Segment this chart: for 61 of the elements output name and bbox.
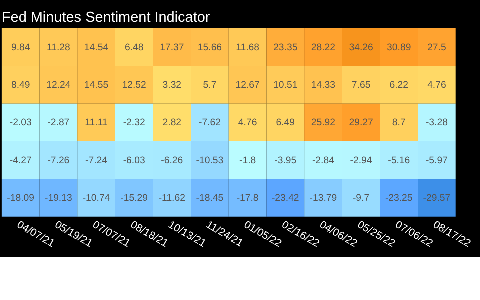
data-label: -11.62 <box>158 192 186 204</box>
data-label: -7.26 <box>48 155 70 166</box>
data-label: 23.35 <box>274 42 298 54</box>
data-label: 3.32 <box>162 80 182 91</box>
data-label: 6.48 <box>124 42 144 54</box>
data-label: -3.28 <box>426 118 448 129</box>
data-label: 11.68 <box>236 42 260 54</box>
data-label: -6.26 <box>161 155 184 166</box>
data-label: -23.25 <box>385 192 413 204</box>
data-label: -18.45 <box>196 192 224 204</box>
data-label: 28.22 <box>311 42 336 54</box>
data-label: 12.52 <box>122 80 146 91</box>
data-label: -6.03 <box>123 155 146 166</box>
data-label: 4.76 <box>428 80 446 91</box>
data-label: -2.03 <box>10 118 32 129</box>
data-label: -2.32 <box>123 118 146 129</box>
data-label: 27.5 <box>428 42 446 54</box>
data-label: 34.26 <box>349 42 374 54</box>
data-label: -2.94 <box>350 155 373 166</box>
data-label: 15.66 <box>198 42 222 54</box>
data-label: -15.29 <box>120 192 148 204</box>
data-label: 10.51 <box>274 80 298 91</box>
data-label: -9.7 <box>352 192 370 204</box>
data-label: -13.79 <box>310 192 338 204</box>
data-label: -5.97 <box>426 155 448 166</box>
data-label: -18.09 <box>7 192 35 204</box>
data-label: -3.95 <box>274 155 297 166</box>
data-label: 25.92 <box>311 118 336 129</box>
data-label: -2.84 <box>312 155 336 166</box>
data-label: 17.37 <box>160 42 184 54</box>
data-label: -7.62 <box>198 118 221 129</box>
data-label: -2.87 <box>48 118 70 129</box>
data-label: 11.28 <box>46 42 70 54</box>
data-label: 11.11 <box>85 118 108 129</box>
data-label: -5.16 <box>388 155 410 166</box>
data-label: -29.57 <box>423 192 451 204</box>
data-label: -1.8 <box>239 155 256 166</box>
data-label: 7.65 <box>352 80 371 91</box>
data-label: 12.67 <box>236 80 260 91</box>
data-label: 14.54 <box>84 42 110 54</box>
data-label: -4.27 <box>10 155 32 166</box>
data-label: 8.49 <box>11 80 30 91</box>
data-label: 2.82 <box>162 118 182 129</box>
data-label: -10.53 <box>196 155 224 166</box>
data-label: 30.89 <box>387 42 412 54</box>
data-label: -7.24 <box>86 155 108 166</box>
data-label: 6.49 <box>276 118 296 129</box>
chart-title: Fed Minutes Sentiment Indicator <box>2 10 210 26</box>
data-label: 14.33 <box>311 80 336 91</box>
data-label: 12.24 <box>46 80 72 91</box>
data-label: -17.8 <box>236 192 259 204</box>
data-label: 14.55 <box>84 80 109 91</box>
data-label: 9.84 <box>11 42 31 54</box>
data-label: 8.7 <box>392 118 406 129</box>
data-label: -10.74 <box>82 192 111 204</box>
data-label: 5.7 <box>203 80 217 91</box>
data-label: 4.76 <box>238 118 258 129</box>
data-label: -23.42 <box>272 192 300 204</box>
data-label: 29.27 <box>349 118 374 129</box>
data-label: 6.22 <box>390 80 408 91</box>
data-label: -19.13 <box>45 192 72 204</box>
